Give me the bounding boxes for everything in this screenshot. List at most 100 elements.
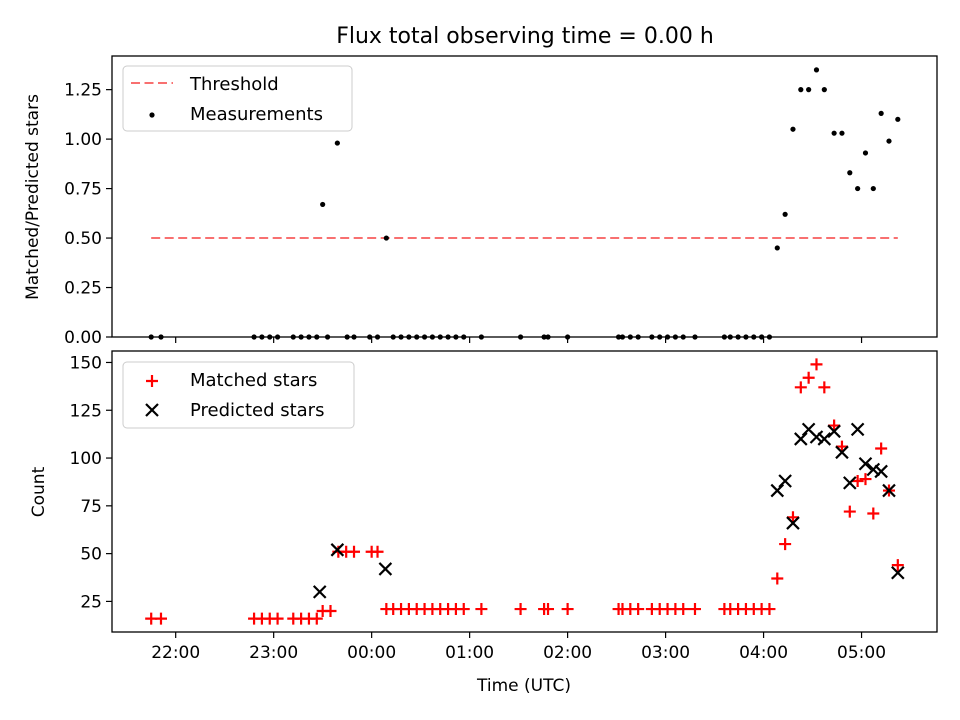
measurement-point [274,334,281,340]
measurement-point [839,130,845,136]
matched-star-point [818,381,831,394]
ratio-y-tick-label: 0.50 [64,229,102,249]
measurement-point [886,138,892,144]
legend-matched-swatch [146,375,158,387]
ratio-y-tick-label: 1.00 [64,130,102,150]
count-legend: Matched stars Predicted stars [122,361,355,429]
measurement-point [847,170,853,176]
matched-star-point [271,612,284,625]
x-tick-label: 23:00 [249,643,298,663]
predicted-star-point [850,422,865,437]
legend-predicted-swatch [145,403,159,417]
matched-star-point [310,612,323,625]
count-y-tick-label: 50 [80,545,102,565]
measurement-point [615,334,622,340]
x-tick-label: 03:00 [641,643,690,663]
measurement-point [895,116,901,122]
predicted-star-point [770,483,785,498]
measurement-point [478,334,484,340]
matched-star-point [763,603,776,616]
measurement-point [298,334,304,340]
measurement-point [649,334,655,340]
measurement-point [290,334,296,340]
measurement-point [862,150,869,156]
count-y-tick-label: 100 [70,449,102,469]
count-y-tick-label: 75 [80,497,102,517]
measurement-point [619,334,626,340]
measurement-point [390,334,396,340]
measurement-point [806,87,812,93]
legend-matched-label: Matched stars [190,370,317,391]
predicted-star-point [378,562,393,576]
measurement-point [445,334,451,340]
measurement-point [517,334,524,340]
measurement-point [635,334,641,340]
legend-measurements-swatch [149,112,155,118]
legend-measurements-label: Measurements [190,104,323,125]
measurement-point [306,334,312,340]
ratio-legend-box [122,65,353,132]
measurement-point [158,334,164,340]
predicted-star-point [866,462,881,477]
measurement-point [351,334,357,340]
matched-star-point [859,473,872,486]
predicted-star-point [843,476,857,490]
predicted-star-point [330,543,345,557]
measurement-point [324,334,331,340]
measurement-point [251,334,257,340]
predicted-star-point [874,464,888,479]
measurement-point [855,185,861,192]
measurement-point [453,334,459,340]
matched-star-point [779,538,792,551]
measurement-point [398,334,404,340]
matched-star-point [891,559,904,572]
predicted-star-point [794,432,808,446]
x-tick-label: 22:00 [151,643,200,663]
ratio-y-axis-label: Matched/Predicted stars [23,94,43,300]
count-panel-frame [111,350,938,633]
x-tick-label: 04:00 [739,643,788,663]
predicted-star-point [817,432,832,446]
matched-star-point [867,507,880,520]
matched-star-point [154,612,167,625]
count-y-tick-label: 125 [70,401,102,421]
measurement-point [692,334,698,340]
measurement-point [735,334,741,340]
measurement-point [798,87,804,93]
predicted-star-point [858,457,873,471]
matched-star-point [348,545,361,558]
measurement-point [541,334,547,340]
count-y-tick-label: 150 [70,353,102,373]
matched-star-point [794,381,807,394]
matched-star-point [771,572,784,585]
ratio-y-tick-label: 1.25 [64,81,102,101]
measurement-point [334,140,340,146]
measurement-point [429,334,435,340]
predicted-star-point [778,474,792,488]
measurement-point [414,334,420,340]
ratio-y-tick-label: 0.25 [64,279,102,299]
matched-star-point [561,603,574,616]
predicted-star-point [882,483,896,498]
measurement-point [267,334,273,340]
measurement-point [461,334,467,340]
matched-star-point [851,474,864,487]
x-axis-label: Time (UTC) [476,676,571,696]
matched-star-point [514,603,527,616]
measurement-point [367,334,373,340]
measurement-point [148,334,154,340]
predicted-star-point [827,424,841,439]
measurement-point [259,334,265,340]
measurement-point [344,334,350,340]
measurement-point [790,126,796,132]
count-y-axis-label: Count [29,466,49,517]
count-y-tick-label: 25 [80,592,102,612]
matched-star-point [542,603,555,616]
measurement-point [774,245,780,251]
matched-star-point [457,603,470,616]
measurement-point [406,334,412,340]
measurement-point [314,334,320,340]
measurement-point [627,334,633,340]
measurement-point [727,334,733,340]
x-tick-label: 05:00 [837,643,886,663]
